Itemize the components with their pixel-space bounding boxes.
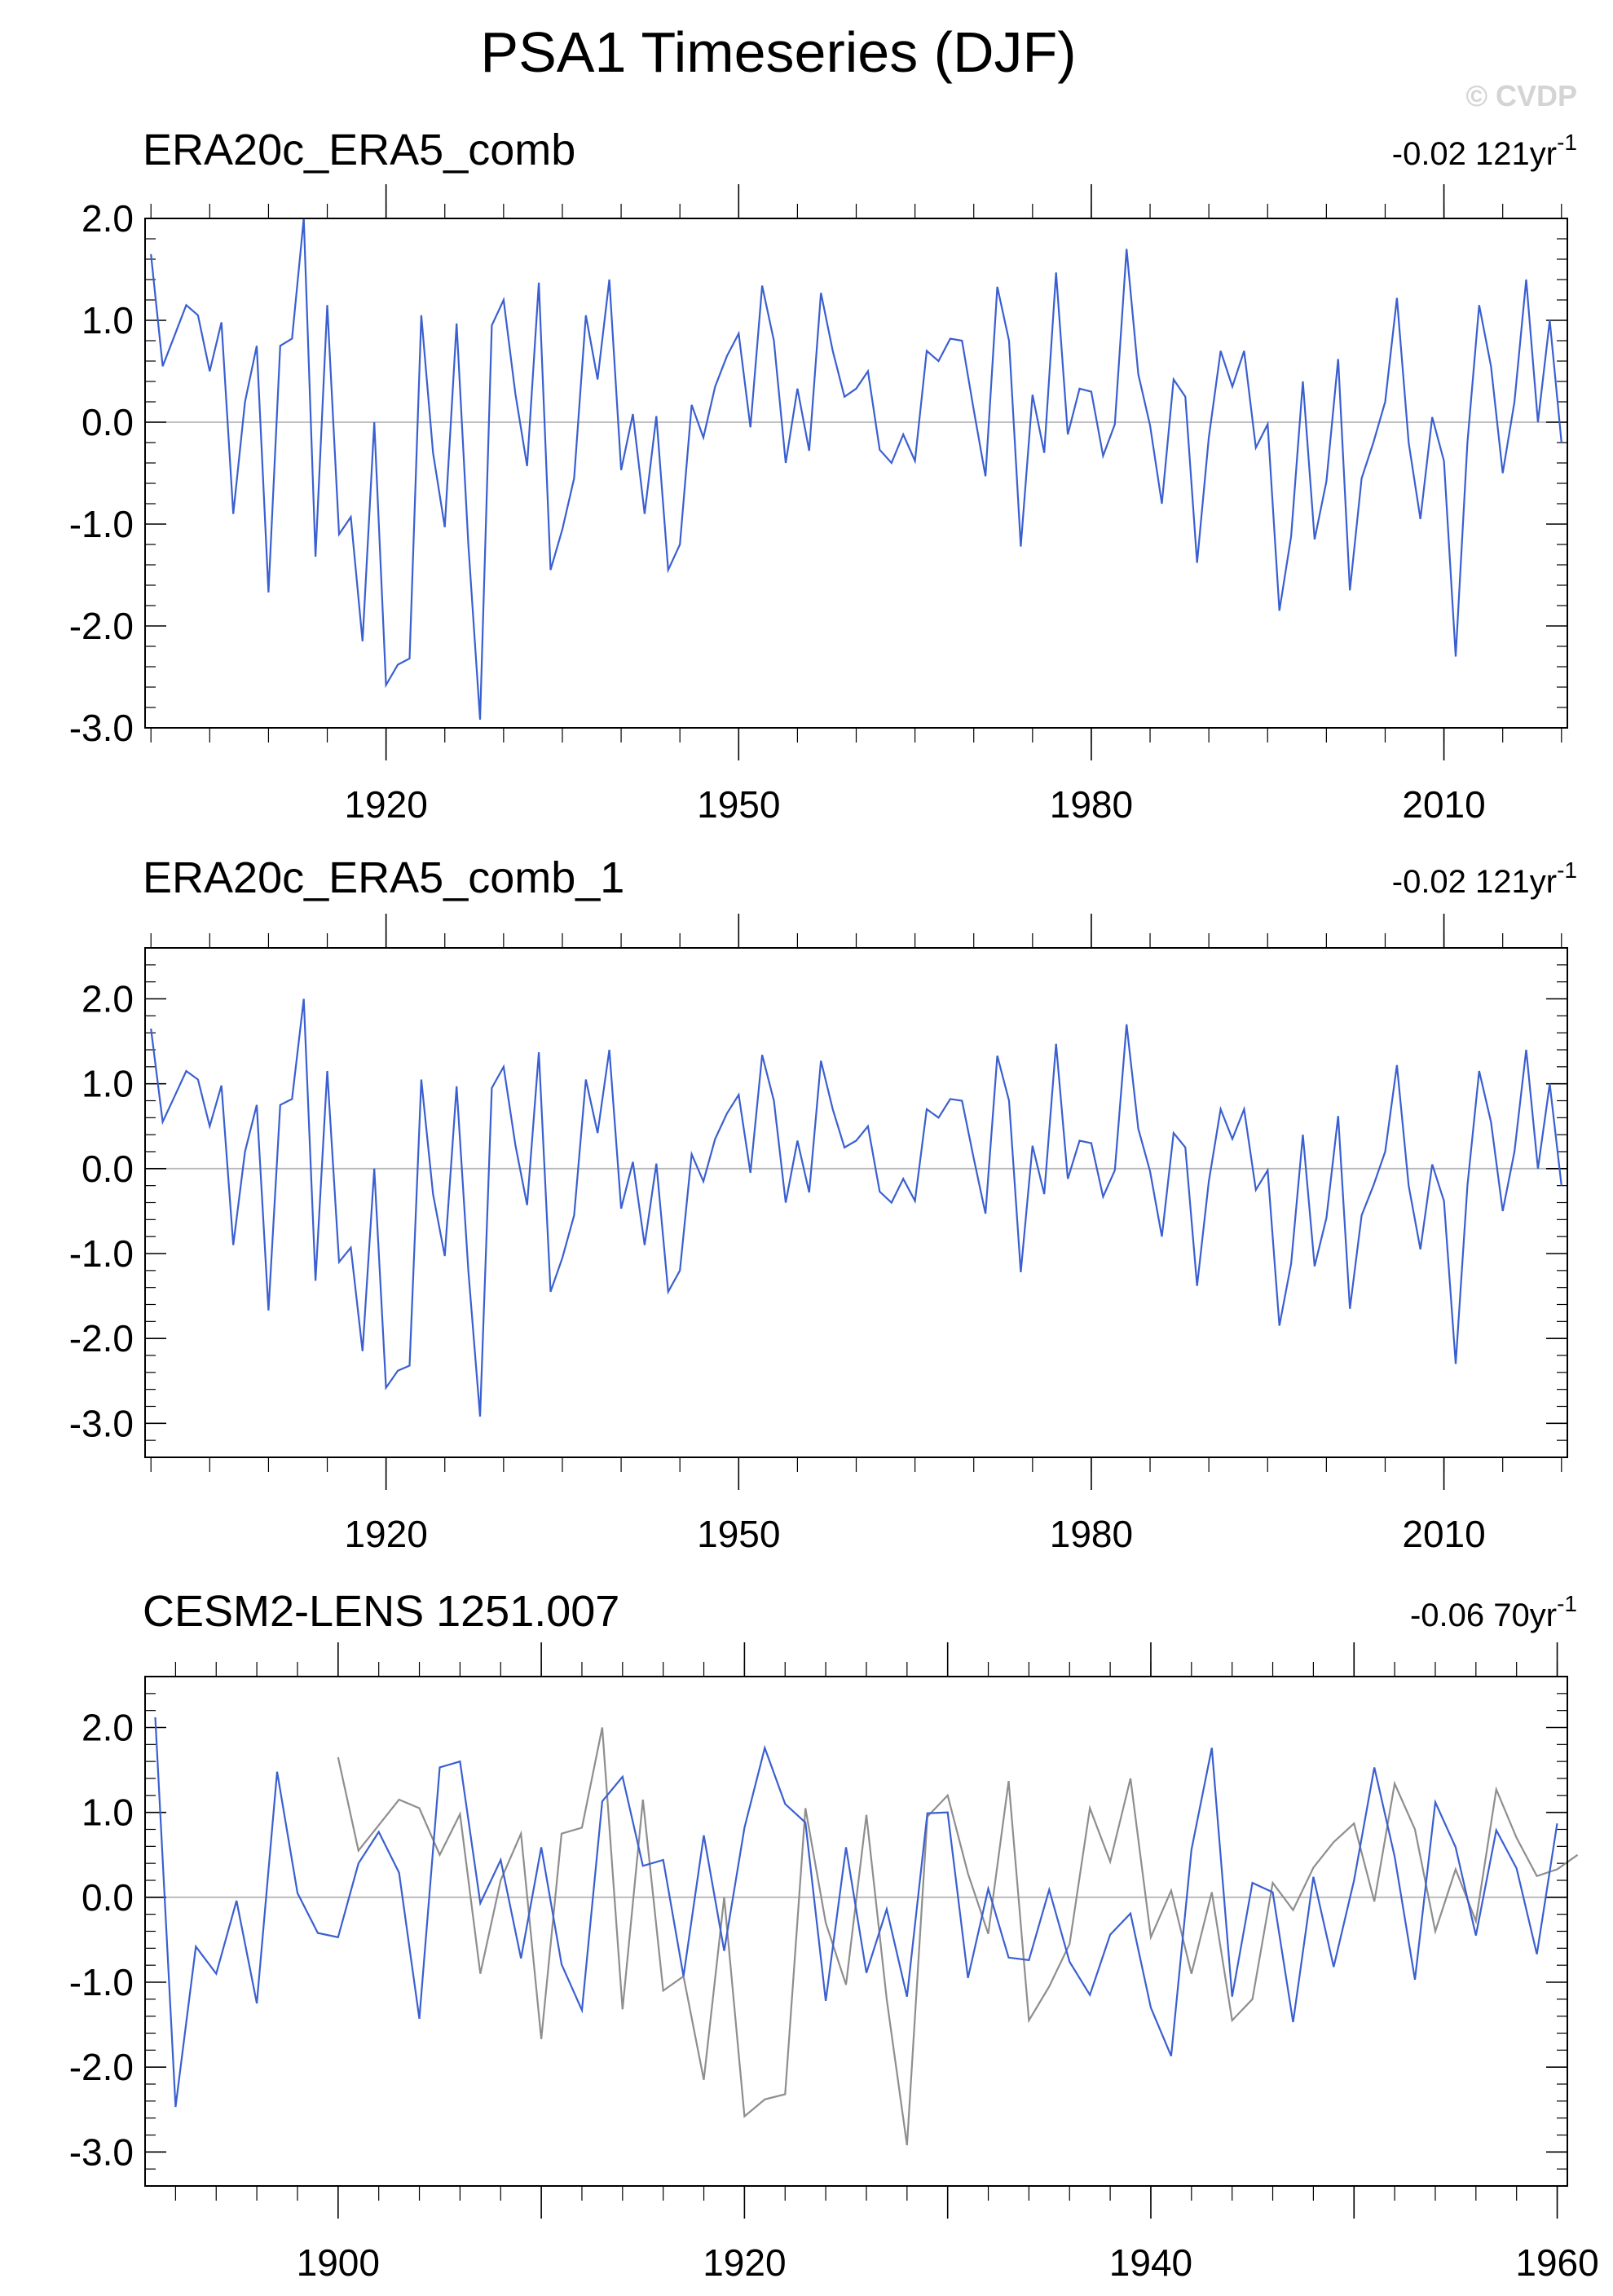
y-tick-label: 2.0 — [82, 978, 134, 1020]
y-tick-label: -2.0 — [69, 605, 134, 647]
y-tick-label: 1.0 — [82, 1791, 134, 1834]
y-tick-label: -1.0 — [69, 1961, 134, 2003]
panel-3-title: CESM2-LENS 1251.007 — [143, 1587, 619, 1636]
panel-2-trend-exponent: -1 — [1557, 857, 1577, 883]
x-tick-label: 2010 — [1402, 1513, 1485, 1555]
panel-2-trend: -0.02 121yr-1 — [1392, 857, 1577, 900]
x-tick-label: 1980 — [1050, 783, 1133, 826]
x-tick-label: 2010 — [1402, 783, 1485, 826]
panel-3-trend-value: -0.06 70yr — [1410, 1598, 1557, 1633]
y-tick-label: -2.0 — [69, 2046, 134, 2088]
panel-2-trend-value: -0.02 121yr — [1392, 864, 1557, 900]
panel-1-trend-exponent: -1 — [1557, 130, 1577, 155]
plot-frame — [144, 1676, 1568, 2187]
panel-1-title: ERA20c_ERA5_comb — [143, 126, 575, 174]
series-line-primary — [154, 1716, 1558, 2108]
panel-1-trend-value: -0.02 121yr — [1392, 136, 1557, 172]
series-line-primary — [150, 218, 1562, 721]
cvdp-watermark: © CVDP — [1465, 79, 1577, 112]
x-tick-label: 1900 — [297, 2241, 380, 2284]
y-tick-label: -1.0 — [69, 1232, 134, 1275]
y-tick-label: -2.0 — [69, 1317, 134, 1360]
y-tick-label: 1.0 — [82, 299, 134, 342]
panel-1-plot: -3.0 -2.0 -1.0 0.0 1.0 2.0 1920 1950 1980 2010 — [69, 184, 1568, 826]
series-line-primary — [150, 998, 1562, 1417]
y-tick-label: -3.0 — [69, 2131, 134, 2173]
series-line-observed — [337, 1727, 1579, 2146]
panel-3-trend-exponent: -1 — [1557, 1591, 1577, 1616]
plot-frame — [144, 218, 1568, 729]
panel-1-trend: -0.02 121yr-1 — [1392, 130, 1577, 172]
panel-3-plot: -3.0 -2.0 -1.0 0.0 1.0 2.0 1900 1920 1940 1960 — [69, 1642, 1599, 2284]
x-tick-label: 1980 — [1050, 1513, 1133, 1555]
y-tick-label: 0.0 — [82, 1876, 134, 1919]
x-tick-label: 1960 — [1515, 2241, 1598, 2284]
x-tick-label: 1920 — [344, 1513, 427, 1555]
x-tick-label: 1940 — [1109, 2241, 1192, 2284]
y-tick-label: 2.0 — [82, 1707, 134, 1749]
y-tick-label: -1.0 — [69, 503, 134, 545]
x-tick-label: 1920 — [703, 2241, 786, 2284]
plot-frame — [144, 947, 1568, 1458]
y-tick-label: 0.0 — [82, 1148, 134, 1190]
panel-2-plot: -3.0 -2.0 -1.0 0.0 1.0 2.0 1920 1950 1980 2010 — [69, 914, 1568, 1555]
panel-3-trend: -0.06 70yr-1 — [1410, 1591, 1577, 1633]
x-tick-label: 1950 — [697, 1513, 780, 1555]
y-tick-label: 2.0 — [82, 197, 134, 240]
y-tick-label: -3.0 — [69, 1402, 134, 1444]
panel-3: CESM2-LENS 1251.007 -0.06 70yr-1 -3.0 -2.… — [69, 1587, 1599, 2284]
panel-2-title: ERA20c_ERA5_comb_1 — [143, 853, 624, 902]
figure-title: PSA1 Timeseries (DJF) — [480, 20, 1076, 84]
y-tick-label: 1.0 — [82, 1063, 134, 1105]
panel-2: ERA20c_ERA5_comb_1 -0.02 121yr-1 -3.0 -2.… — [69, 853, 1577, 1555]
y-tick-label: -3.0 — [69, 707, 134, 749]
x-tick-label: 1920 — [344, 783, 427, 826]
x-tick-label: 1950 — [697, 783, 780, 826]
y-tick-label: 0.0 — [82, 401, 134, 443]
panel-1: ERA20c_ERA5_comb -0.02 121yr-1 -3.0-2.0-… — [69, 126, 1577, 826]
